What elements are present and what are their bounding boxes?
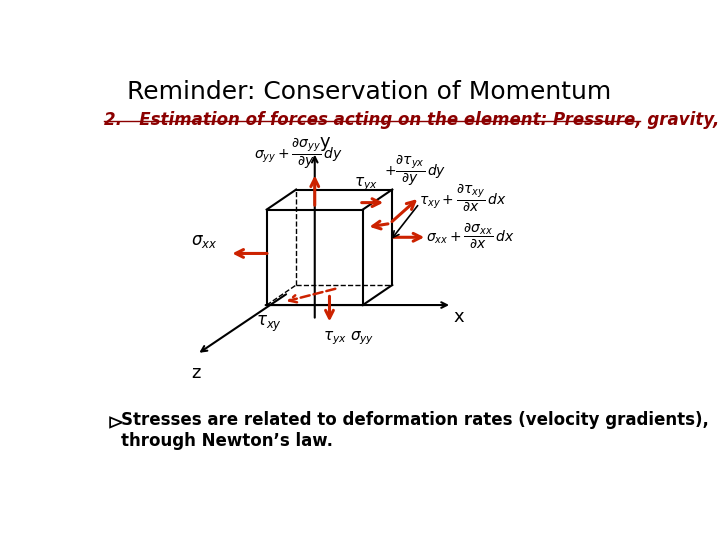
- Text: $\sigma_{yy}+\dfrac{\partial\sigma_{yy}}{\partial y}\,dy$: $\sigma_{yy}+\dfrac{\partial\sigma_{yy}}…: [254, 135, 343, 171]
- Text: $\tau_{xy}$: $\tau_{xy}$: [256, 314, 282, 334]
- Text: $+\dfrac{\partial\tau_{yx}}{\partial y}\,dy$: $+\dfrac{\partial\tau_{yx}}{\partial y}\…: [384, 152, 446, 188]
- Text: y: y: [320, 133, 330, 151]
- Text: x: x: [454, 308, 464, 326]
- Text: $\tau_{xy}+\dfrac{\partial\tau_{xy}}{\partial x}\,dx$: $\tau_{xy}+\dfrac{\partial\tau_{xy}}{\pa…: [418, 181, 506, 214]
- Text: 2.   Estimation of forces acting on the element: Pressure, gravity, stresses: 2. Estimation of forces acting on the el…: [104, 111, 720, 129]
- Text: $\sigma_{yy}$: $\sigma_{yy}$: [350, 329, 374, 347]
- Text: $\tau_{yx}$: $\tau_{yx}$: [323, 329, 347, 347]
- Text: Stresses are related to deformation rates (velocity gradients),
through Newton’s: Stresses are related to deformation rate…: [121, 411, 709, 450]
- Text: $\sigma_{xx}+\dfrac{\partial\sigma_{xx}}{\partial x}\,dx$: $\sigma_{xx}+\dfrac{\partial\sigma_{xx}}…: [426, 220, 515, 251]
- Text: Reminder: Conservation of Momentum: Reminder: Conservation of Momentum: [127, 80, 611, 104]
- Text: $\vartriangleright$: $\vartriangleright$: [102, 413, 124, 433]
- Text: z: z: [191, 363, 200, 382]
- Text: $\sigma_{xx}$: $\sigma_{xx}$: [191, 232, 217, 249]
- Text: $\tau_{yx}$: $\tau_{yx}$: [354, 175, 377, 193]
